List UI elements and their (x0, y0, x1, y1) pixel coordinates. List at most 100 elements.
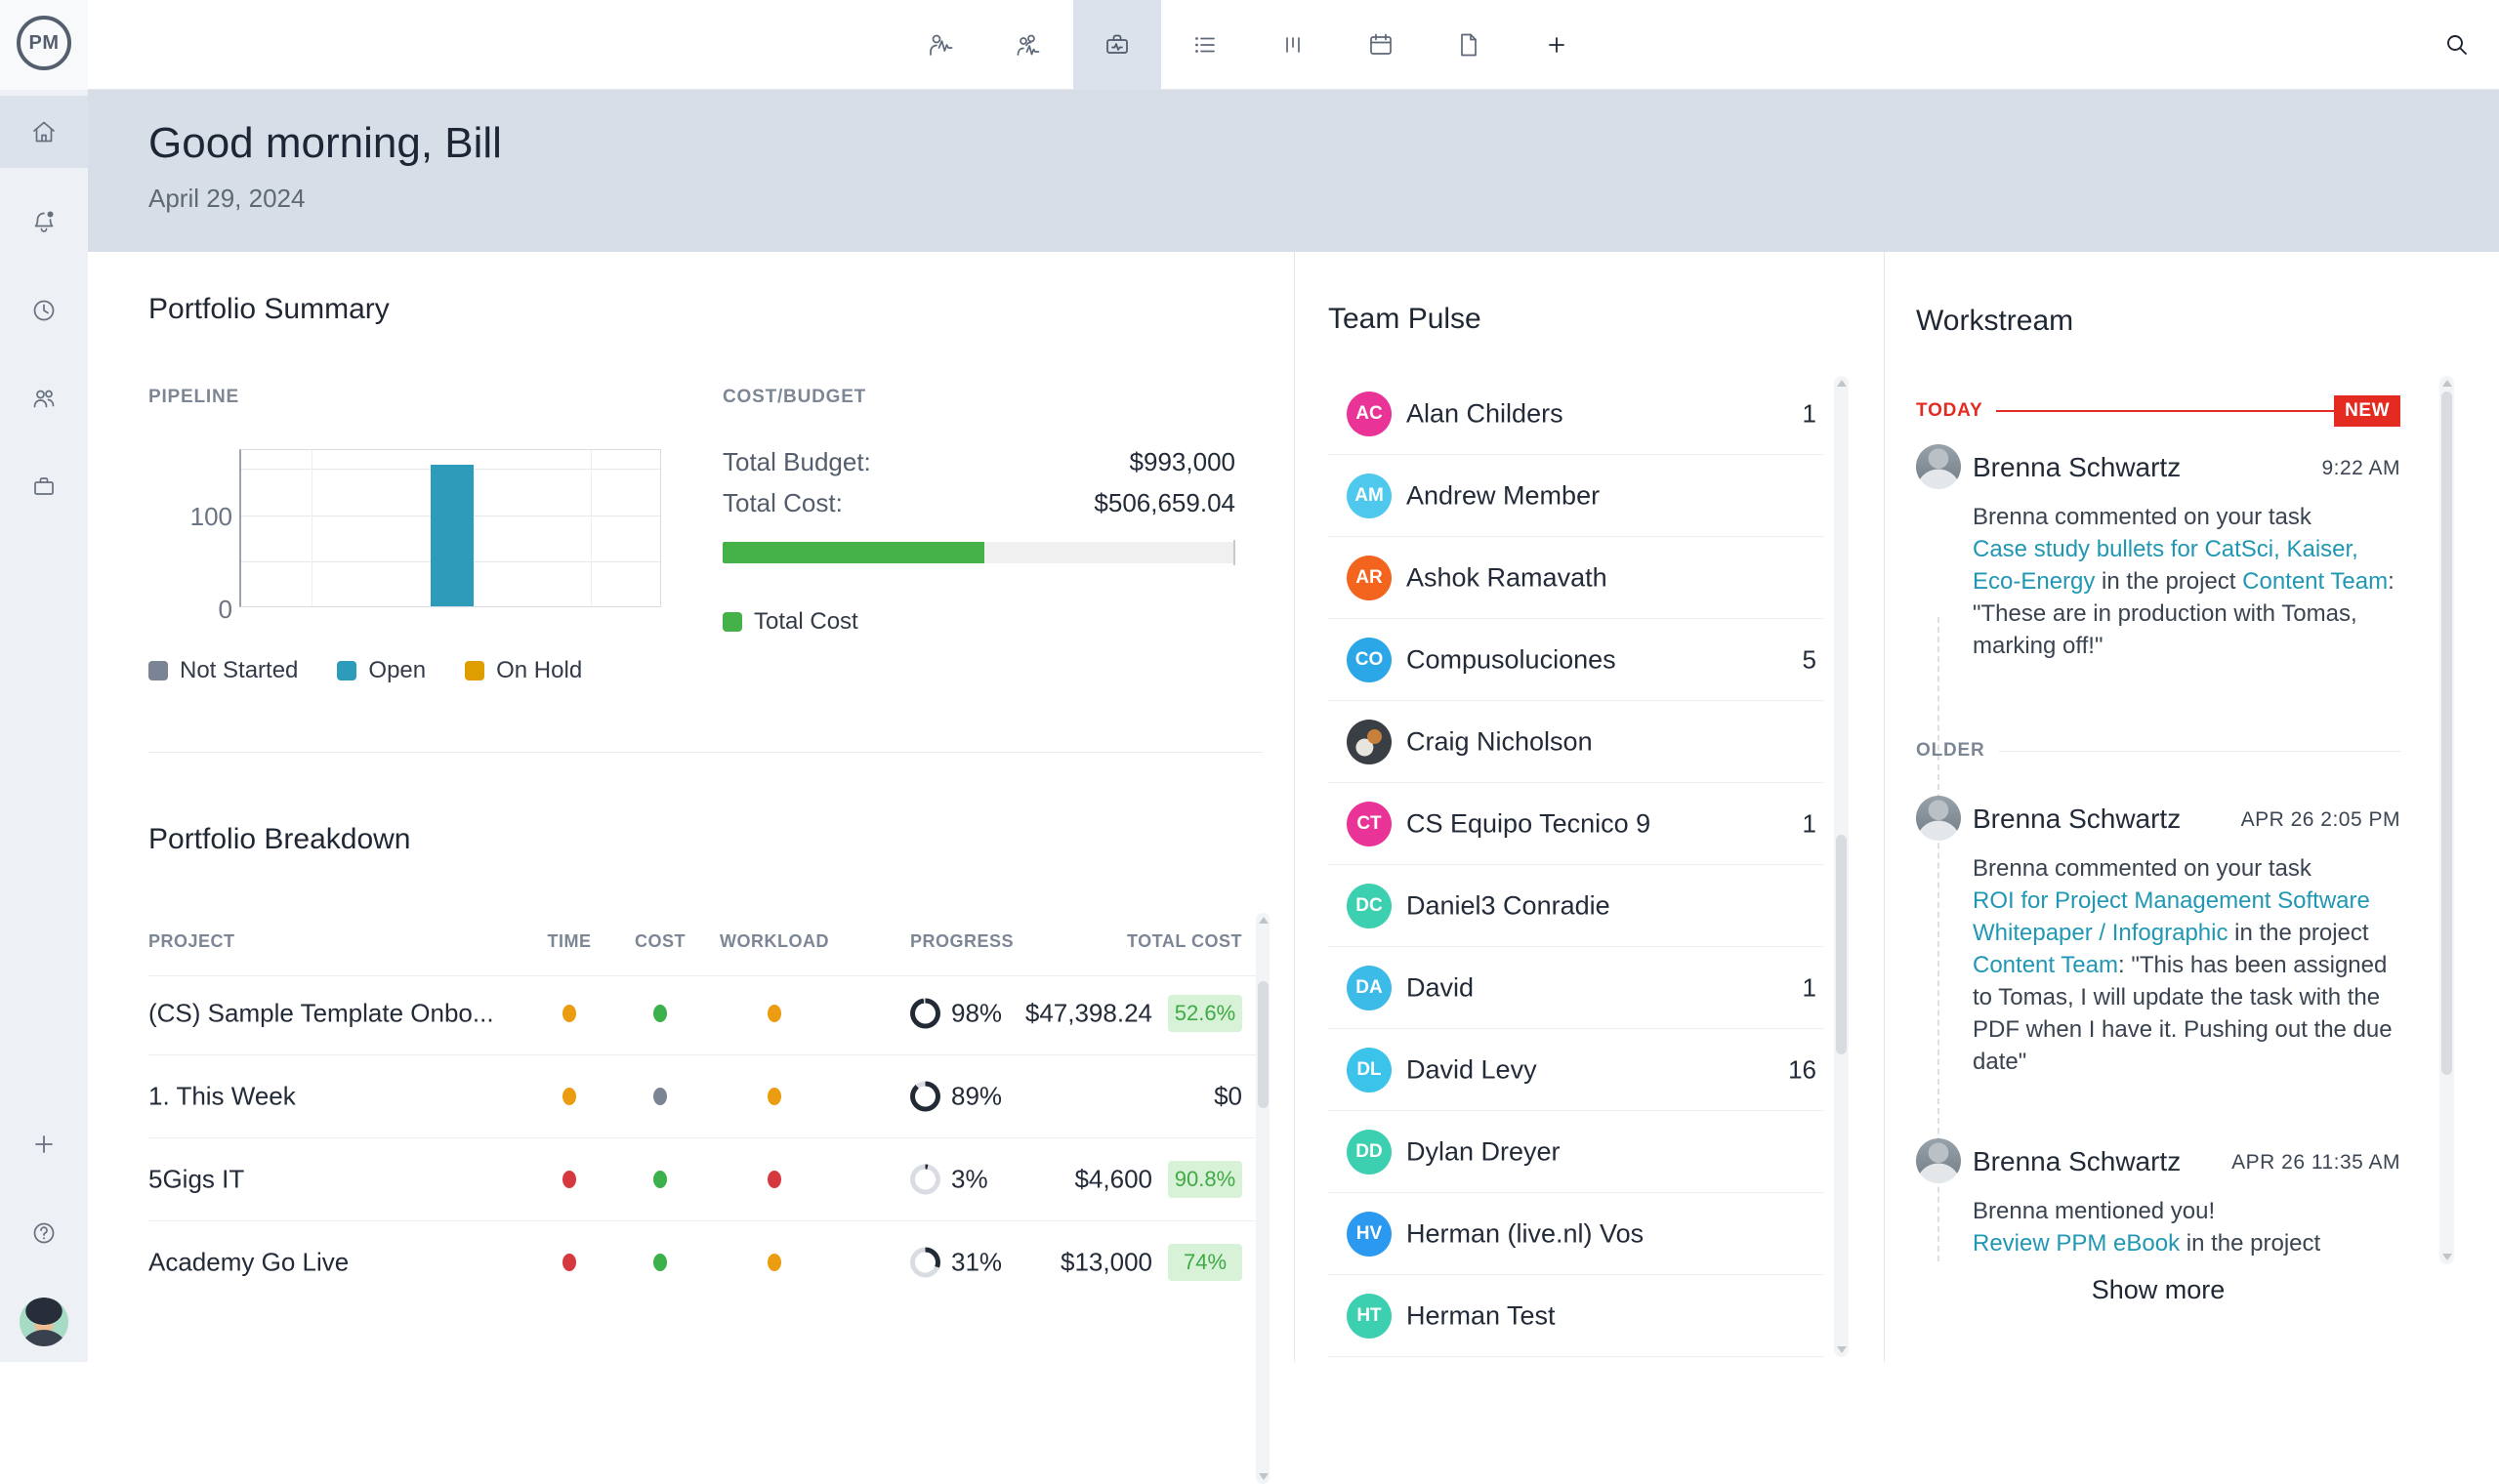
team-member-row[interactable]: HV Herman (live.nl) Vos (1328, 1193, 1824, 1275)
tab-person-pulse[interactable] (897, 0, 985, 90)
cost-status-dot (653, 1005, 667, 1022)
sidebar-item-team[interactable] (30, 385, 58, 412)
scrollbar-thumb[interactable] (1258, 981, 1269, 1108)
total-budget-label: Total Budget: (723, 447, 871, 477)
search-button[interactable] (2433, 21, 2479, 68)
workstream-scrollbar[interactable] (2439, 376, 2454, 1264)
tab-add-view[interactable] (1513, 0, 1601, 90)
avatar: CO (1347, 638, 1392, 682)
user-avatar[interactable] (20, 1298, 68, 1346)
project-link[interactable]: Content Team (2242, 568, 2388, 595)
task-link[interactable]: Review PPM eBook (1973, 1230, 2180, 1257)
team-pulse-scrollbar[interactable] (1834, 376, 1849, 1357)
total-cost-value: $0 (988, 1082, 1242, 1112)
total-cost-value: $13,000 (898, 1248, 1152, 1278)
team-member-row[interactable]: DC Daniel3 Conradie (1328, 865, 1824, 947)
header: Good morning, Bill April 29, 2024 (88, 90, 2499, 252)
sidebar-add-button[interactable] (30, 1131, 58, 1158)
scrollbar-thumb[interactable] (1836, 835, 1847, 1054)
team-pulse-title: Team Pulse (1328, 303, 1481, 336)
tab-portfolio-pulse[interactable] (1073, 0, 1161, 90)
timestamp: APR 26 11:35 AM (2231, 1151, 2400, 1175)
tab-files[interactable] (1425, 0, 1513, 90)
tab-calendar[interactable] (1337, 0, 1425, 90)
project-name[interactable]: 5Gigs IT (148, 1165, 568, 1195)
team-pulse-list: AC Alan Childers 1 AM Andrew Member AR A… (1328, 373, 1824, 1362)
sidebar-help-button[interactable] (30, 1219, 58, 1247)
team-member-row[interactable]: AR Ashok Ramavath (1328, 537, 1824, 619)
sidebar-item-time[interactable] (30, 297, 58, 324)
team-member-row[interactable]: DL David Levy 16 (1328, 1029, 1824, 1111)
scroll-down-arrow[interactable] (2442, 1254, 2452, 1260)
avatar: HT (1347, 1294, 1392, 1339)
portfolio-pulse-icon (1102, 29, 1133, 61)
portfolio-scrollbar[interactable] (1256, 913, 1270, 1484)
column-divider (1294, 252, 1295, 1362)
pipeline-legend: Not Started Open On Hold (148, 657, 582, 684)
pm-logo[interactable]: PM (17, 16, 71, 70)
entry-body: Brenna mentioned you! Review PPM eBook i… (1973, 1195, 2412, 1259)
table-row[interactable]: (CS) Sample Template Onbo... 98% $47,398… (148, 972, 1250, 1054)
task-list-icon (1189, 29, 1221, 61)
avatar-photo (1347, 720, 1392, 764)
legend-swatch-open (337, 661, 356, 680)
scrollbar-thumb[interactable] (2441, 392, 2452, 1075)
scroll-up-arrow[interactable] (1837, 380, 1847, 387)
total-cost-value: $506,659.04 (942, 488, 1235, 518)
project-name[interactable]: 1. This Week (148, 1082, 568, 1112)
timestamp: 9:22 AM (2321, 457, 2400, 480)
team-member-row[interactable]: CT CS Equipo Tecnico 9 1 (1328, 783, 1824, 865)
project-name[interactable]: (CS) Sample Template Onbo... (148, 999, 568, 1029)
total-cost-value: $47,398.24 (898, 999, 1152, 1029)
legend-label: Open (368, 657, 426, 684)
scroll-up-arrow[interactable] (2442, 380, 2452, 387)
team-member-row[interactable]: AC Alan Childers 1 (1328, 373, 1824, 455)
project-link[interactable]: Content Team (1973, 952, 2118, 978)
sidebar-item-projects[interactable] (30, 473, 58, 500)
table-row[interactable]: Academy Go Live 31% $13,000 74% (148, 1221, 1250, 1303)
clock-icon (30, 297, 58, 324)
team-member-row[interactable]: AM Andrew Member (1328, 455, 1824, 537)
sidebar-item-home[interactable] (30, 118, 58, 145)
scroll-down-arrow[interactable] (1837, 1346, 1847, 1353)
topbar (88, 0, 2499, 90)
new-badge: NEW (2334, 395, 2400, 427)
table-row[interactable]: 5Gigs IT 3% $4,600 90.8% (148, 1138, 1250, 1220)
budget-progress-bar (723, 542, 1235, 563)
col-header-time: TIME (548, 931, 592, 952)
legend-swatch-on-hold (465, 661, 484, 680)
team-member-row[interactable]: Craig Nicholson (1328, 701, 1824, 783)
total-budget-value: $993,000 (942, 447, 1235, 477)
column-divider (1884, 252, 1885, 1362)
portfolio-breakdown-title: Portfolio Breakdown (148, 823, 410, 856)
tab-workload[interactable] (1249, 0, 1337, 90)
avatar: DC (1347, 884, 1392, 928)
table-row[interactable]: 1. This Week 89% $0 (148, 1055, 1250, 1137)
cost-budget-label: COST/BUDGET (723, 387, 866, 408)
sidebar-item-notifications[interactable] (30, 208, 58, 235)
project-name[interactable]: Academy Go Live (148, 1248, 568, 1278)
total-cost-value: $4,600 (898, 1165, 1152, 1195)
avatar-photo (1916, 444, 1961, 489)
team-member-row[interactable]: DA David 1 (1328, 947, 1824, 1029)
section-divider (148, 752, 1263, 753)
pipeline-label: PIPELINE (148, 387, 239, 408)
avatar-photo (1916, 1138, 1961, 1183)
author-name: Brenna Schwartz (1973, 452, 2181, 483)
task-count: 1 (1803, 808, 1816, 839)
person-pulse-icon (926, 29, 957, 61)
today-divider: TODAY NEW (1916, 395, 2400, 427)
workload-status-dot (768, 1171, 781, 1188)
workload-status-dot (768, 1005, 781, 1022)
tab-team-pulse[interactable] (985, 0, 1073, 90)
team-member-row[interactable]: CO Compusoluciones 5 (1328, 619, 1824, 701)
scroll-up-arrow[interactable] (1259, 917, 1269, 924)
team-member-row[interactable]: HT Herman Test (1328, 1275, 1824, 1357)
logo-block: PM (0, 0, 88, 90)
tab-task-list[interactable] (1161, 0, 1249, 90)
scroll-down-arrow[interactable] (1259, 1473, 1269, 1480)
avatar: AR (1347, 556, 1392, 600)
team-member-row[interactable]: DD Dylan Dreyer (1328, 1111, 1824, 1193)
task-count: 1 (1803, 972, 1816, 1003)
show-more-button[interactable]: Show more (1916, 1275, 2400, 1305)
